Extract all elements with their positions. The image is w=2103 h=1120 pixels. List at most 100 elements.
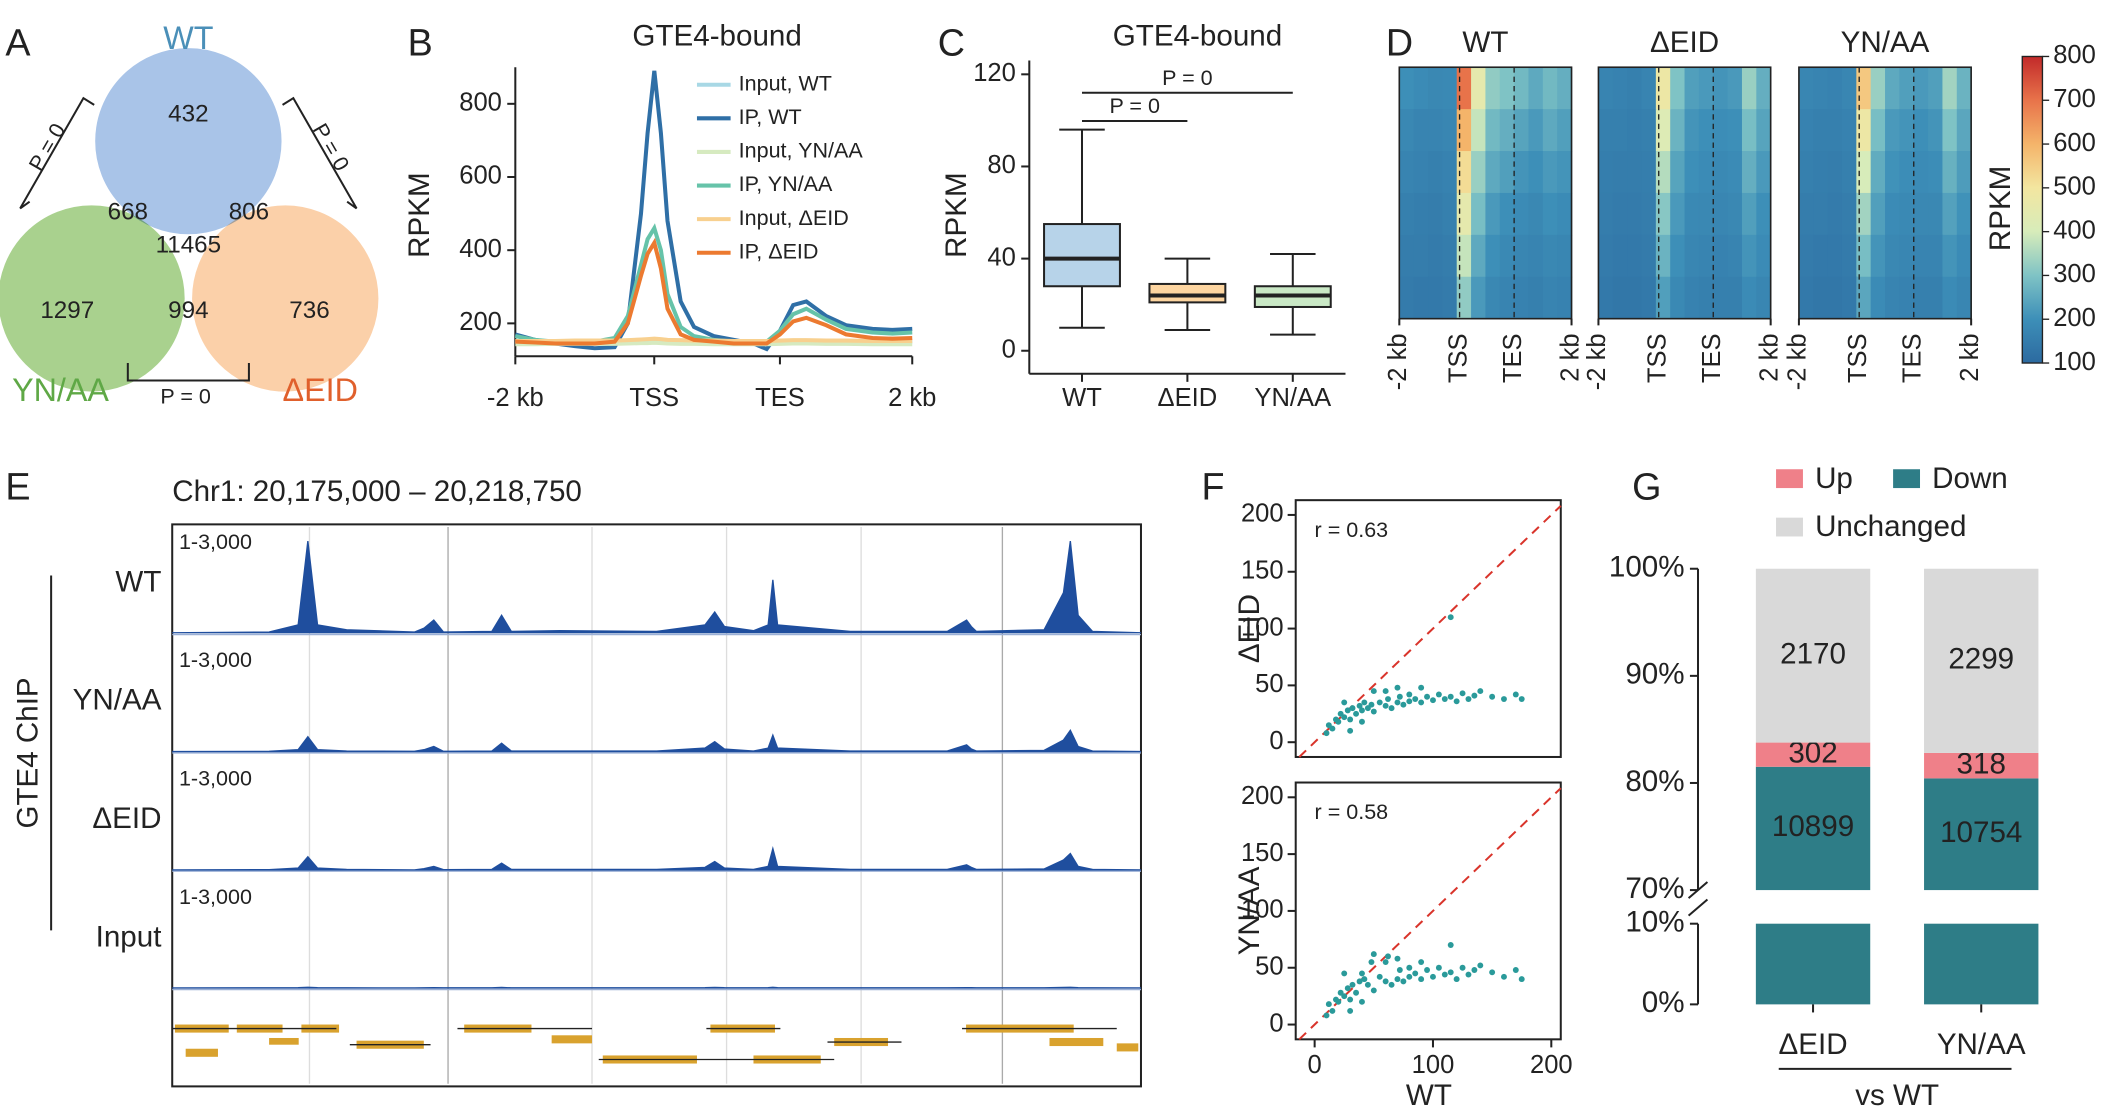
- heat-cell: [1798, 151, 1814, 194]
- point: [1385, 696, 1391, 702]
- heat-cell: [1727, 109, 1743, 152]
- heat-cell: [1813, 234, 1829, 278]
- point: [1349, 705, 1356, 712]
- heat-cell: [1442, 192, 1458, 236]
- heat-cell: [1499, 151, 1515, 194]
- heat-cell: [1612, 234, 1628, 278]
- x-tick-label: 100: [1412, 1051, 1455, 1079]
- track-signal: [172, 729, 1141, 753]
- heat-cell: [1485, 151, 1501, 194]
- annotation: P = 0: [1109, 94, 1160, 118]
- bracket: [19, 96, 95, 210]
- heat-cell: [1684, 151, 1700, 194]
- heat-cell: [1598, 276, 1614, 320]
- heat-cell: [1670, 109, 1686, 152]
- heat-cell: [1598, 192, 1614, 236]
- x-tick-label: -2 kb: [487, 384, 544, 412]
- heat-cell: [1756, 234, 1772, 278]
- y-tick-label: 70%: [1625, 872, 1684, 905]
- point: [1323, 730, 1330, 737]
- bar-segment: [1924, 923, 2039, 1005]
- bar-segment: [1755, 923, 1871, 1005]
- heat-cell: [1913, 67, 1929, 110]
- heat-cell: [1514, 109, 1530, 152]
- heat-cell: [1727, 276, 1743, 320]
- point: [1388, 705, 1395, 712]
- heat-cell: [1655, 109, 1671, 152]
- set-label: YN/AA: [12, 372, 109, 408]
- heat-cell: [1885, 109, 1901, 152]
- heat-cell: [1442, 67, 1458, 110]
- heat-cell: [1514, 192, 1530, 236]
- heat-cell: [1641, 192, 1657, 236]
- heat-cell: [1684, 234, 1700, 278]
- y-tick-label: 0: [1002, 336, 1016, 364]
- heat-cell: [1456, 234, 1472, 278]
- gene-exon: [551, 1035, 593, 1044]
- heat-cell: [1557, 151, 1573, 194]
- heat-cell: [1756, 109, 1772, 152]
- heat-cell: [1827, 151, 1843, 194]
- heat-cell: [1514, 276, 1530, 320]
- y-axis-label: GTE4 ChIP: [11, 677, 44, 828]
- heat-cell: [1413, 234, 1429, 278]
- point: [1385, 953, 1391, 960]
- heat-cell: [1413, 276, 1429, 320]
- heat-cell: [1942, 192, 1958, 236]
- heat-cell: [1514, 234, 1530, 278]
- track-range: 1-3,000: [179, 885, 252, 909]
- heat-cell: [1841, 151, 1857, 194]
- heat-cell: [1727, 151, 1743, 194]
- y-tick-label: 600: [459, 162, 502, 190]
- heat-cell: [1913, 109, 1929, 152]
- heat-cell: [1870, 192, 1886, 236]
- x-tick-label: TES: [755, 384, 805, 412]
- value-label: 10754: [1940, 816, 2022, 849]
- annotation: r = 0.58: [1315, 800, 1389, 824]
- region-count: 736: [289, 297, 329, 324]
- heat-cell: [1684, 109, 1700, 152]
- heat-cell: [1641, 151, 1657, 194]
- heat-cell: [1899, 151, 1915, 194]
- heat-cell: [1542, 192, 1558, 236]
- point: [1418, 684, 1425, 691]
- track-signal: [172, 986, 1141, 989]
- point: [1406, 964, 1413, 971]
- y-tick-label: 150: [1241, 557, 1284, 585]
- heat-cell: [1557, 109, 1573, 152]
- track-label: Input: [96, 920, 162, 953]
- heat-cell: [1641, 67, 1657, 110]
- point: [1430, 697, 1436, 704]
- heat-cell: [1456, 109, 1472, 152]
- heat-cell: [1485, 67, 1501, 110]
- heat-cell: [1813, 67, 1829, 110]
- heat-cell: [1698, 276, 1714, 320]
- point: [1370, 951, 1377, 958]
- point: [1382, 688, 1389, 695]
- point: [1370, 688, 1377, 695]
- heat-cell: [1557, 67, 1573, 110]
- legend-swatch: [1776, 469, 1803, 489]
- heat-cell: [1856, 276, 1872, 320]
- gene-models: [174, 1024, 1139, 1064]
- y-tick-label: 100%: [1609, 551, 1685, 584]
- point: [1341, 714, 1348, 721]
- heat-cell: [1727, 234, 1743, 278]
- heat-cell: [1913, 234, 1929, 278]
- point: [1418, 959, 1425, 966]
- heat-cell: [1499, 67, 1515, 110]
- heat-cell: [1870, 109, 1886, 152]
- heat-cell: [1471, 67, 1487, 110]
- heat-cell: [1442, 276, 1458, 320]
- heat-cell: [1856, 234, 1872, 278]
- track-guides: [308, 527, 1004, 1084]
- heat-cell: [1399, 109, 1415, 152]
- heat-cell: [1528, 234, 1544, 278]
- heat-cell: [1428, 234, 1444, 278]
- point: [1349, 981, 1356, 988]
- heat-cell: [1928, 151, 1944, 194]
- heat-cell: [1428, 192, 1444, 236]
- venn-circle: [0, 203, 187, 394]
- point: [1376, 699, 1383, 706]
- point: [1512, 691, 1519, 698]
